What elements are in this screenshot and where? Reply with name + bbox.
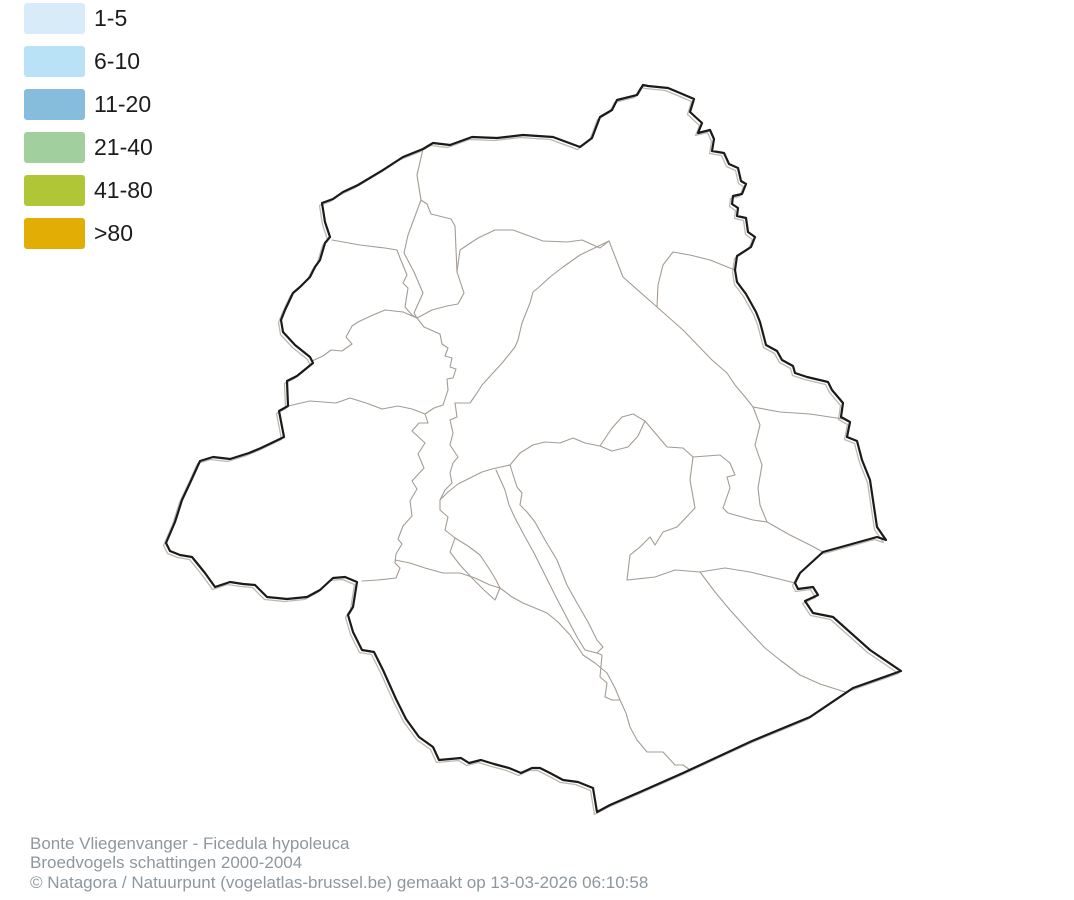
legend-swatch	[24, 175, 85, 206]
region-outline-layer	[164, 83, 903, 814]
municipal-border	[454, 537, 501, 589]
legend-item: >80	[24, 218, 153, 249]
municipal-border	[439, 240, 610, 511]
region-outline	[164, 83, 903, 814]
municipal-border	[656, 251, 736, 308]
municipal-border	[311, 309, 418, 362]
legend-item: 1-5	[24, 3, 153, 34]
legend-label: 41-80	[94, 177, 153, 203]
legend-label: 11-20	[94, 91, 152, 117]
municipal-border	[403, 148, 424, 319]
species-title: Bonte Vliegenvanger - Ficedula hypoleuca	[30, 834, 350, 853]
legend-label: 6-10	[94, 48, 141, 74]
municipal-border	[416, 199, 465, 319]
municipal-border	[699, 571, 846, 693]
municipal-border	[509, 464, 608, 698]
legend-item: 41-80	[24, 175, 153, 206]
region-outline-shadow	[162, 86, 900, 816]
legend-label: >80	[94, 220, 134, 246]
municipal-border	[439, 509, 501, 601]
municipal-border	[604, 696, 621, 701]
municipal-border	[361, 389, 449, 582]
legend-swatch	[24, 3, 85, 34]
legend: 1-5 6-10 11-20 21-40 41-80 >80	[24, 3, 153, 261]
legend-swatch	[24, 89, 85, 120]
municipal-border	[394, 559, 691, 771]
municipal-border	[456, 229, 610, 273]
municipal-border	[599, 413, 646, 452]
survey-subtitle: Broedvogels schattingen 2000-2004	[30, 853, 303, 873]
municipal-border	[416, 317, 457, 391]
municipal-borders-layer	[287, 148, 846, 771]
legend-item: 21-40	[24, 132, 153, 163]
municipal-border	[495, 469, 598, 654]
legend-label: 21-40	[94, 134, 153, 160]
legend-swatch	[24, 46, 85, 77]
legend-swatch	[24, 132, 85, 163]
municipal-border	[626, 567, 796, 584]
municipal-border	[331, 239, 418, 319]
municipal-border	[644, 420, 824, 553]
legend-item: 6-10	[24, 46, 153, 77]
legend-item: 11-20	[24, 89, 153, 120]
municipal-border	[608, 240, 844, 420]
municipal-border	[752, 406, 768, 523]
map-caption: Bonte Vliegenvanger - Ficedula hypoleuca…	[30, 834, 648, 892]
municipal-border	[626, 456, 696, 581]
copyright-line: © Natagora / Natuurpunt (vogelatlas-brus…	[30, 872, 649, 892]
municipal-border	[287, 397, 426, 415]
municipal-border	[439, 437, 601, 501]
legend-swatch	[24, 218, 85, 249]
region-shadow-layer	[162, 86, 900, 816]
legend-label: 1-5	[94, 5, 128, 31]
